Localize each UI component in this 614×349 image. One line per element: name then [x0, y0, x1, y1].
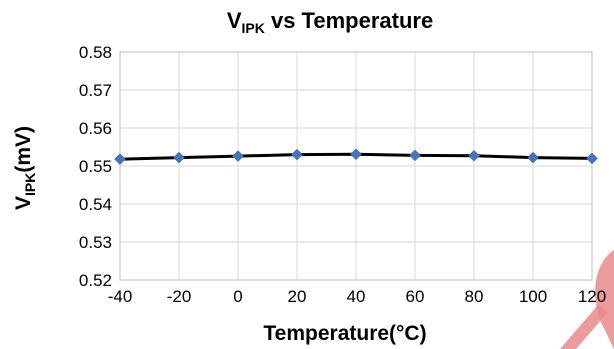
y-tick-label: 0.55	[79, 157, 112, 176]
x-tick-label: 40	[347, 287, 366, 306]
x-axis-ticks: -40 -20 0 20 40 60 80 100 120	[108, 287, 606, 306]
y-tick-label: 0.53	[79, 233, 112, 252]
series-layer	[114, 148, 598, 166]
data-point-marker	[350, 148, 362, 161]
x-tick-label: -20	[167, 287, 192, 306]
x-tick-label: 120	[578, 287, 606, 306]
data-point-marker	[291, 148, 303, 161]
y-axis-title: VIPK(mV)	[12, 126, 38, 210]
data-point-marker	[409, 149, 421, 162]
x-tick-label: 100	[519, 287, 547, 306]
data-point-marker	[173, 151, 185, 164]
y-axis-title-main: V	[12, 196, 35, 210]
chart-title: VIPK vs Temperature	[227, 8, 433, 36]
y-axis-ticks: 0.52 0.53 0.54 0.55 0.56 0.57 0.58	[79, 43, 112, 290]
decorative-shapes	[560, 250, 614, 349]
y-tick-label: 0.57	[79, 81, 112, 100]
chart-title-main: V	[227, 8, 242, 33]
x-tick-label: 20	[288, 287, 307, 306]
chart-title-subscript: IPK	[242, 20, 265, 36]
y-axis-title-subscript: IPK	[22, 173, 38, 196]
data-point-marker	[586, 152, 598, 165]
plot-area-frame	[119, 51, 593, 281]
grid-lines	[119, 51, 593, 281]
y-axis-title-rest: (mV)	[12, 126, 35, 173]
y-tick-label: 0.52	[79, 271, 112, 290]
data-point-marker	[527, 151, 539, 164]
y-tick-label: 0.56	[79, 119, 112, 138]
y-tick-label: 0.54	[79, 195, 112, 214]
x-tick-label: 60	[406, 287, 425, 306]
x-tick-label: 80	[465, 287, 484, 306]
y-tick-label: 0.58	[79, 43, 112, 62]
x-tick-label: -40	[108, 287, 133, 306]
x-tick-label: 0	[233, 287, 242, 306]
x-axis-title: Temperature(°C)	[263, 322, 426, 345]
data-point-marker	[114, 153, 126, 166]
data-point-marker	[468, 149, 480, 162]
chart-title-rest: vs Temperature	[265, 8, 433, 33]
data-point-marker	[232, 150, 244, 162]
